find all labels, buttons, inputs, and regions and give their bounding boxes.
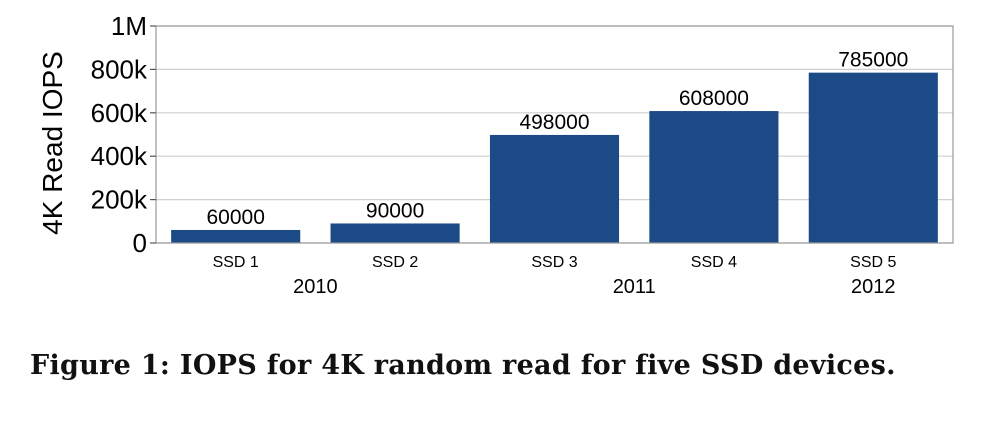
data-label: 785000	[838, 49, 908, 72]
figure-caption: Figure 1: IOPS for 4K random read for fi…	[30, 350, 896, 381]
y-tick-label: 800k	[91, 54, 148, 84]
bar	[649, 111, 779, 244]
data-label: 608000	[679, 87, 749, 110]
data-label: 90000	[366, 199, 424, 222]
x-tick-label: SSD 1	[213, 254, 259, 271]
bar	[171, 229, 301, 243]
y-axis-ticks: 0 200k 400k 600k 800k 1M	[91, 11, 156, 258]
y-tick-label: 0	[133, 228, 147, 258]
bar	[808, 72, 938, 243]
year-label: 2010	[293, 276, 338, 298]
bar	[489, 134, 620, 243]
x-tick-label: SSD 4	[691, 254, 737, 271]
x-tick-label: SSD 5	[850, 254, 896, 271]
year-label: 2011	[613, 276, 656, 298]
y-tick-label: 200k	[91, 185, 148, 215]
bars: 60000 90000 498000 608000 785000	[171, 49, 938, 244]
plot-frame	[155, 25, 954, 244]
data-label: 498000	[519, 111, 589, 134]
data-label: 60000	[206, 206, 264, 229]
bar	[330, 223, 460, 243]
year-label: 2012	[851, 276, 896, 298]
x-tick-label: SSD 3	[531, 254, 577, 271]
x-axis-ticks: SSD 1 SSD 2 SSD 3 SSD 4 SSD 5	[213, 254, 897, 271]
y-tick-label: 600k	[91, 98, 148, 128]
y-tick-label: 1M	[111, 11, 147, 41]
y-axis-label: 4K Read IOPS	[37, 51, 68, 235]
year-group-labels: 2010 2011 2012	[293, 276, 895, 298]
bar-chart: 4K Read IOPS 60000 90000 498000 608000 78500…	[37, 11, 954, 298]
y-tick-label: 400k	[91, 141, 148, 171]
x-tick-label: SSD 2	[372, 254, 418, 271]
